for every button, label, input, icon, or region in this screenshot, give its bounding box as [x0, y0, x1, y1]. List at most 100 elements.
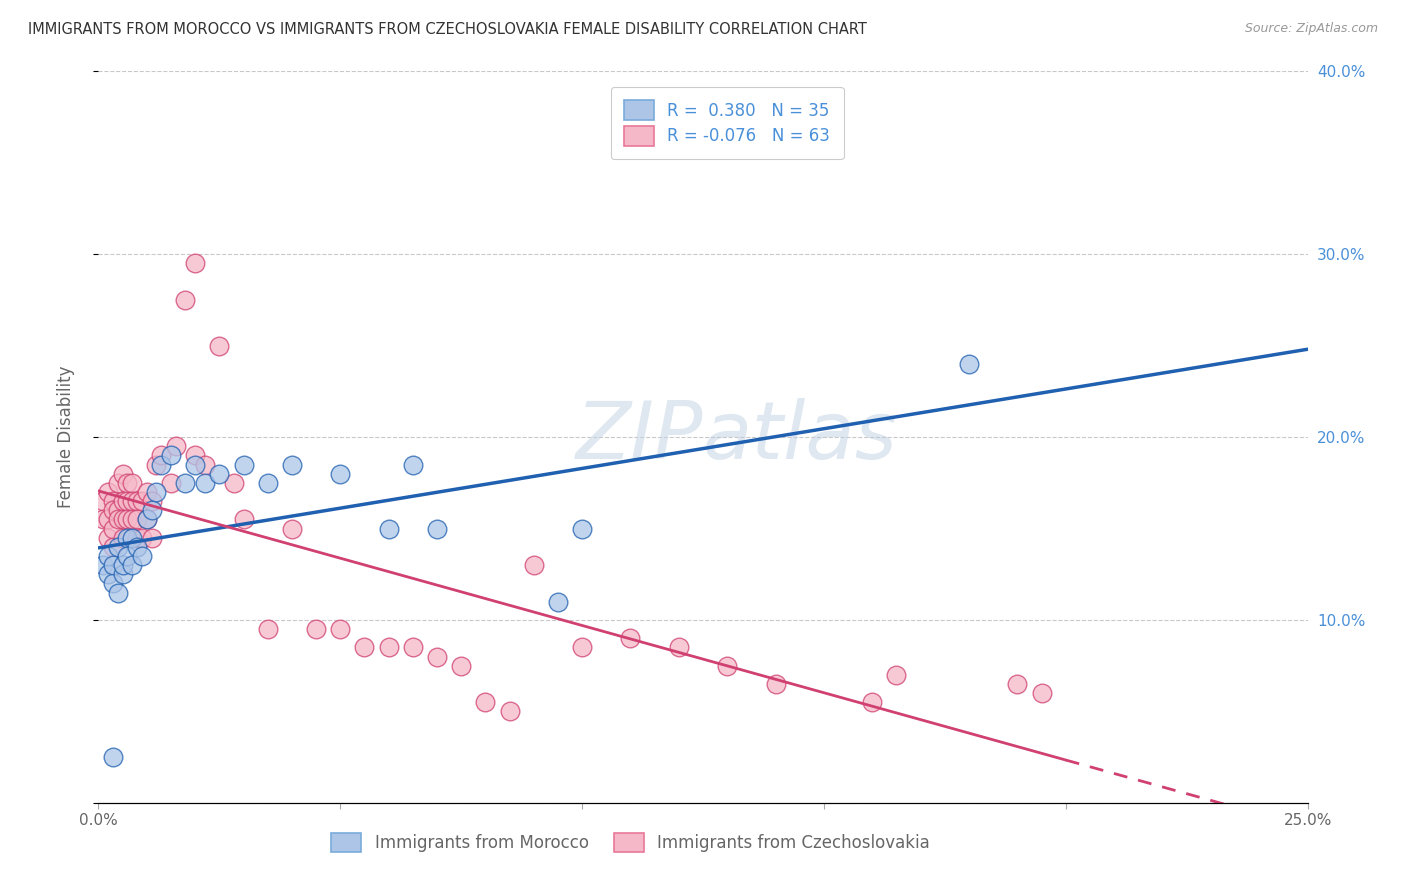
Point: [121, 531, 143, 545]
Point: [165, 439, 187, 453]
Point: [174, 293, 197, 307]
Point: [281, 521, 304, 535]
Point: [426, 649, 449, 664]
Point: [101, 576, 124, 591]
Point: [117, 531, 139, 545]
Point: [135, 485, 157, 500]
Point: [101, 540, 124, 554]
Point: [208, 338, 231, 352]
Point: [107, 475, 129, 490]
Point: [256, 622, 278, 636]
Point: [107, 512, 129, 526]
Point: [222, 475, 245, 490]
Legend: Immigrants from Morocco, Immigrants from Czechoslovakia: Immigrants from Morocco, Immigrants from…: [323, 824, 938, 860]
Point: [127, 512, 149, 526]
Point: [765, 677, 787, 691]
Point: [131, 531, 153, 545]
Point: [716, 658, 738, 673]
Point: [886, 667, 908, 681]
Point: [91, 494, 114, 508]
Text: ZIP: ZIP: [575, 398, 703, 476]
Text: atlas: atlas: [703, 398, 898, 476]
Point: [547, 594, 569, 608]
Point: [184, 256, 207, 270]
Point: [160, 475, 183, 490]
Point: [141, 503, 163, 517]
Point: [426, 521, 449, 535]
Point: [571, 640, 593, 655]
Point: [91, 558, 114, 573]
Point: [97, 485, 120, 500]
Point: [150, 448, 173, 462]
Point: [135, 512, 157, 526]
Point: [97, 531, 120, 545]
Point: [127, 540, 149, 554]
Point: [174, 475, 197, 490]
Point: [184, 458, 207, 472]
Point: [329, 622, 352, 636]
Point: [107, 540, 129, 554]
Point: [256, 475, 278, 490]
Point: [121, 558, 143, 573]
Point: [121, 512, 143, 526]
Point: [184, 448, 207, 462]
Point: [107, 503, 129, 517]
Point: [619, 632, 641, 646]
Point: [117, 549, 139, 563]
Point: [117, 512, 139, 526]
Point: [232, 458, 254, 472]
Point: [111, 512, 134, 526]
Point: [111, 494, 134, 508]
Point: [135, 512, 157, 526]
Point: [111, 567, 134, 582]
Point: [97, 567, 120, 582]
Point: [101, 750, 124, 764]
Point: [111, 558, 134, 573]
Point: [160, 448, 183, 462]
Point: [329, 467, 352, 481]
Point: [145, 458, 167, 472]
Point: [1007, 677, 1029, 691]
Point: [121, 494, 143, 508]
Point: [145, 485, 167, 500]
Point: [571, 521, 593, 535]
Y-axis label: Female Disability: Female Disability: [56, 366, 75, 508]
Point: [117, 494, 139, 508]
Point: [377, 521, 399, 535]
Point: [107, 585, 129, 599]
Text: IMMIGRANTS FROM MOROCCO VS IMMIGRANTS FROM CZECHOSLOVAKIA FEMALE DISABILITY CORR: IMMIGRANTS FROM MOROCCO VS IMMIGRANTS FR…: [28, 22, 868, 37]
Point: [131, 549, 153, 563]
Text: Source: ZipAtlas.com: Source: ZipAtlas.com: [1244, 22, 1378, 36]
Point: [101, 521, 124, 535]
Point: [353, 640, 375, 655]
Point: [150, 458, 173, 472]
Point: [194, 458, 217, 472]
Point: [377, 640, 399, 655]
Point: [860, 695, 883, 709]
Point: [127, 531, 149, 545]
Point: [208, 467, 231, 481]
Point: [111, 467, 134, 481]
Point: [402, 458, 425, 472]
Point: [111, 531, 134, 545]
Point: [101, 494, 124, 508]
Point: [450, 658, 472, 673]
Point: [141, 494, 163, 508]
Point: [1031, 686, 1053, 700]
Point: [97, 549, 120, 563]
Point: [141, 531, 163, 545]
Point: [498, 705, 520, 719]
Point: [957, 357, 980, 371]
Point: [474, 695, 496, 709]
Point: [97, 512, 120, 526]
Point: [281, 458, 304, 472]
Point: [117, 475, 139, 490]
Point: [523, 558, 546, 573]
Point: [305, 622, 328, 636]
Point: [668, 640, 690, 655]
Point: [121, 475, 143, 490]
Point: [101, 503, 124, 517]
Point: [101, 558, 124, 573]
Point: [131, 494, 153, 508]
Point: [91, 512, 114, 526]
